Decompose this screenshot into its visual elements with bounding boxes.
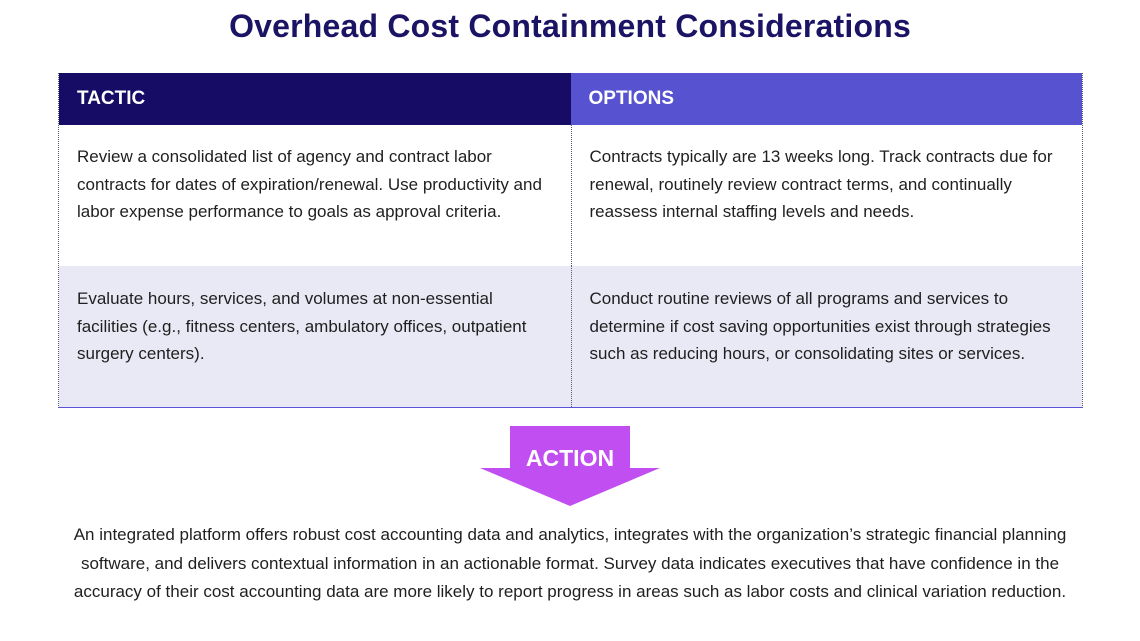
page-title: Overhead Cost Containment Considerations (229, 8, 911, 44)
options-cell: Conduct routine reviews of all programs … (570, 266, 1082, 407)
action-arrow: ACTION (480, 426, 660, 506)
table-header-row: TACTIC OPTIONS (59, 73, 1082, 125)
header-tactic: TACTIC (59, 73, 571, 125)
options-cell: Contracts typically are 13 weeks long. T… (570, 125, 1082, 266)
tactic-cell: Evaluate hours, services, and volumes at… (59, 266, 571, 407)
table-row: Evaluate hours, services, and volumes at… (59, 266, 1082, 407)
considerations-table: TACTIC OPTIONS Review a consolidated lis… (58, 73, 1083, 408)
header-options: OPTIONS (570, 73, 1082, 125)
table-row: Review a consolidated list of agency and… (59, 125, 1082, 266)
summary-paragraph: An integrated platform offers robust cos… (73, 525, 1067, 601)
down-arrow-icon (480, 426, 660, 506)
action-label: ACTION (525, 445, 615, 471)
tactic-cell: Review a consolidated list of agency and… (59, 125, 571, 266)
